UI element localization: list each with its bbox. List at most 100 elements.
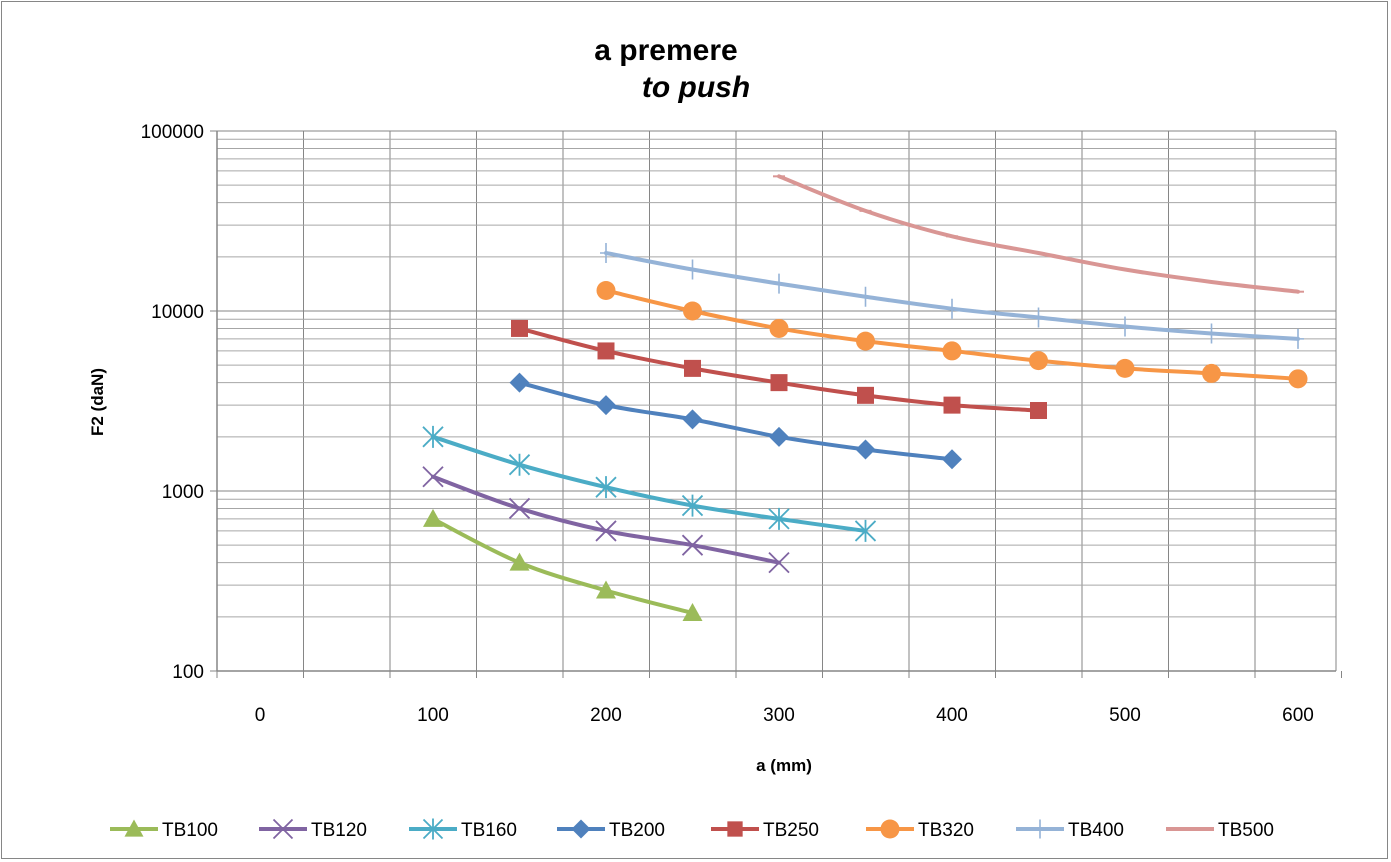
data-point-marker (1115, 358, 1135, 378)
data-point-marker (423, 508, 443, 527)
data-point-marker (509, 372, 530, 393)
legend-label: TB120 (311, 820, 367, 841)
tick-labels: 0 100 200 300 400 500 600 100 1000 10000 100000 (141, 122, 1314, 726)
series-tb500 (773, 174, 1304, 294)
data-point-marker (859, 286, 872, 307)
data-point-marker (942, 449, 962, 470)
data-point-marker (855, 439, 876, 460)
series-line (604, 251, 1300, 341)
data-point-marker (727, 821, 743, 837)
legend-label: TB200 (609, 820, 665, 841)
data-point-marker (681, 534, 704, 556)
legend-label: TB100 (162, 820, 218, 841)
data-point-marker (1292, 328, 1304, 349)
legend-item-tb250: TB250 (711, 820, 819, 841)
plot-axes (210, 130, 1342, 678)
data-point-marker (684, 359, 701, 377)
legend: TB100 TB120 TB160 TB200 TB250 TB320 TB400 TB500 (110, 818, 1274, 841)
legend-item-tb200: TB200 (557, 819, 665, 841)
data-point-marker (880, 819, 900, 839)
series-tb320 (596, 280, 1308, 389)
data-point-marker (1288, 369, 1308, 389)
series-tb200 (509, 372, 962, 470)
legend-item-tb120: TB120 (259, 818, 367, 841)
series-line (777, 174, 1300, 294)
legend-label: TB250 (763, 820, 819, 841)
x-tick-label: 500 (1109, 705, 1141, 726)
series-tb100 (423, 508, 703, 622)
x-tick-label: 400 (936, 705, 968, 726)
legend-item-tb100: TB100 (110, 819, 218, 841)
series-layer (422, 174, 1308, 622)
data-point-marker (681, 494, 704, 517)
data-point-marker (1029, 351, 1048, 371)
data-point-marker (770, 374, 788, 392)
data-point-marker (1032, 307, 1045, 328)
data-point-marker (509, 552, 530, 571)
data-point-marker (272, 818, 294, 840)
data-point-marker (595, 520, 617, 542)
x-tick-label: 0 (255, 705, 266, 726)
data-point-marker (1119, 316, 1131, 337)
data-point-marker (769, 426, 789, 447)
series-line (517, 380, 954, 462)
data-point-marker (1030, 402, 1047, 420)
data-point-marker (508, 497, 531, 520)
legend-item-tb500: TB500 (1166, 820, 1274, 841)
x-axis-title: a (mm) (756, 756, 812, 775)
series-line (517, 326, 1041, 413)
data-point-marker (511, 319, 528, 337)
data-point-marker (768, 551, 790, 574)
y-tick-label: 100 (172, 662, 204, 683)
data-point-marker (682, 409, 703, 430)
data-point-marker (422, 466, 444, 488)
data-point-marker (857, 386, 874, 404)
series-tb160 (422, 425, 877, 542)
data-point-marker (942, 341, 962, 361)
data-point-marker (1205, 323, 1218, 344)
data-point-marker (683, 301, 702, 321)
data-point-marker (596, 395, 616, 416)
data-point-marker (596, 280, 616, 300)
data-point-marker (1202, 363, 1221, 383)
data-point-marker (600, 243, 612, 264)
legend-label: TB500 (1218, 820, 1274, 841)
data-point-marker (946, 298, 958, 319)
data-point-marker (508, 453, 531, 476)
x-tick-label: 300 (763, 705, 795, 726)
series-tb250 (511, 319, 1047, 420)
data-point-marker (422, 425, 444, 448)
data-point-marker (595, 476, 617, 499)
data-point-marker (1034, 819, 1046, 839)
data-point-marker (773, 273, 785, 294)
legend-label: TB160 (461, 820, 517, 841)
y-tick-label: 10000 (151, 302, 204, 323)
legend-item-tb320: TB320 (866, 819, 974, 841)
x-tick-label: 100 (417, 705, 449, 726)
x-tick-label: 600 (1282, 705, 1314, 726)
data-point-marker (682, 603, 703, 622)
legend-label: TB400 (1068, 820, 1124, 841)
data-point-marker (943, 396, 961, 414)
legend-item-tb400: TB400 (1016, 819, 1124, 841)
x-tick-label: 200 (590, 705, 622, 726)
data-point-marker (854, 519, 877, 542)
legend-label: TB320 (918, 820, 974, 841)
series-line (431, 516, 695, 616)
y-tick-label: 1000 (162, 482, 204, 503)
chart-title: a premere (594, 34, 737, 67)
y-tick-label: 100000 (141, 122, 204, 143)
data-point-marker (686, 259, 699, 280)
series-tb120 (422, 466, 790, 574)
chart-subtitle: to push (642, 71, 750, 104)
series-line (431, 434, 868, 533)
data-point-marker (571, 819, 591, 839)
data-point-marker (596, 580, 616, 599)
series-tb400 (600, 243, 1304, 349)
data-point-marker (769, 318, 789, 338)
data-point-marker (422, 818, 444, 840)
data-point-marker (597, 342, 615, 360)
data-point-marker (856, 331, 875, 351)
